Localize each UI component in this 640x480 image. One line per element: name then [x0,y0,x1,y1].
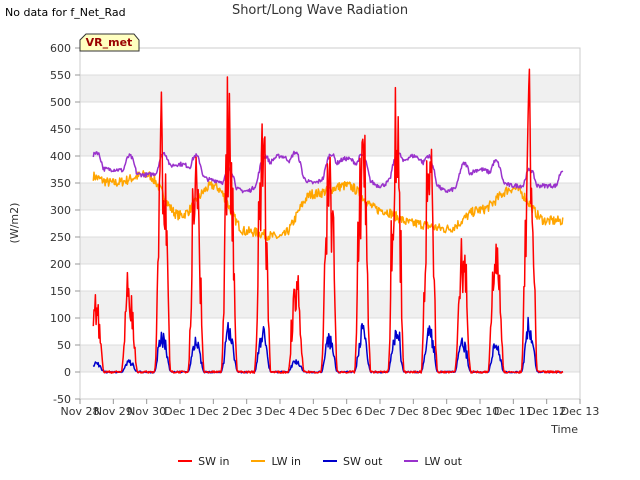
x-tick-label: Dec 9 [431,405,463,418]
grid-band [80,129,580,156]
legend-swatch [323,460,338,462]
x-tick-label: Dec 10 [461,405,500,418]
y-tick-label: 550 [50,69,71,82]
y-axis-label: (W/m2) [8,203,21,244]
x-tick-label: Dec 5 [297,405,329,418]
no-data-message: No data for f_Net_Rad [5,6,126,19]
y-tick-label: 450 [50,123,71,136]
x-tick-label: Dec 3 [231,405,263,418]
annotation-label: VR_met [86,36,133,49]
y-tick-label: 400 [50,150,71,163]
x-tick-label: Dec 11 [494,405,533,418]
y-tick-label: 500 [50,96,71,109]
x-tick-label: Dec 13 [561,405,600,418]
y-tick-label: 600 [50,42,71,55]
x-tick-label: Dec 6 [331,405,363,418]
grid-band [80,291,580,318]
plot-area-border [79,47,581,400]
y-tick-label: 0 [64,366,71,379]
x-tick-label: Dec 4 [264,405,296,418]
y-tick-label: 200 [50,258,71,271]
y-tick-label: 150 [50,285,71,298]
x-tick-label: Dec 12 [527,405,566,418]
x-tick-label: Nov 30 [127,405,166,418]
y-tick-label: 50 [57,339,71,352]
legend-label: SW in [198,454,230,468]
y-tick-label: 250 [50,231,71,244]
chart-title: Short/Long Wave Radiation [231,3,409,18]
y-tick-label: 350 [50,177,71,190]
grid-band [80,75,580,102]
x-axis-label: Time [550,423,578,436]
x-tick-label: Nov 28 [61,405,100,418]
grid-band [80,237,580,264]
y-tick-label: -50 [53,393,71,406]
x-tick-label: Dec 7 [364,405,396,418]
legend-swatch [251,460,266,462]
legend-label: SW out [343,454,383,468]
legend-item: LW out [404,452,462,470]
chart-legend: SW in LW in SW out LW out [0,452,640,470]
legend-item: SW in [178,452,229,470]
series-line-lw-out [92,150,564,194]
y-tick-label: 100 [50,312,71,325]
x-tick-label: Dec 1 [164,405,196,418]
series-line-sw-in [92,68,564,374]
legend-label: LW out [424,454,462,468]
legend-item: LW in [251,452,301,470]
legend-swatch [404,460,419,462]
legend-swatch [178,460,193,462]
legend-item: SW out [323,452,382,470]
y-tick-label: 300 [50,204,71,217]
vr-met-annotation: VR_met [79,33,140,52]
x-tick-label: Nov 29 [94,405,133,418]
x-tick-label: Dec 2 [197,405,229,418]
legend-label: LW in [271,454,302,468]
x-tick-label: Dec 8 [397,405,429,418]
